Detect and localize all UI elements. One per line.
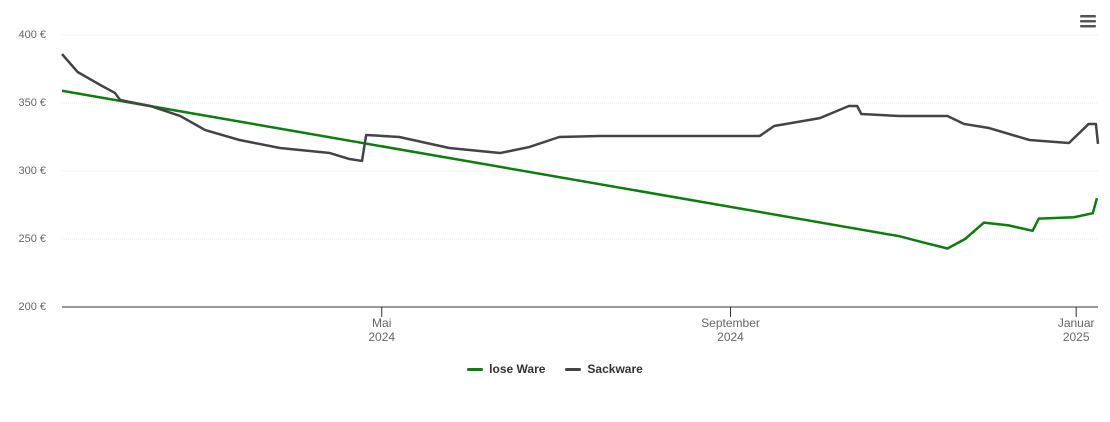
legend-label: lose Ware [489, 362, 546, 376]
y-tick-label: 300 € [18, 165, 46, 177]
legend-swatch [565, 367, 582, 371]
legend-item[interactable]: Sackware [565, 362, 643, 376]
y-tick-label: 200 € [18, 301, 46, 313]
x-tick-label: Januar 2025 [1057, 316, 1095, 344]
legend: lose Ware Sackware [0, 362, 1110, 376]
series-line [61, 89, 1099, 250]
menu-icon[interactable] [1080, 15, 1096, 28]
x-tick-label: September 2024 [701, 316, 760, 344]
legend-swatch [467, 367, 484, 371]
legend-item[interactable]: lose Ware [467, 362, 545, 376]
x-tick-label: Mai 2024 [368, 316, 396, 344]
y-tick-label: 350 € [18, 97, 46, 109]
y-tick-label: 400 € [18, 29, 46, 41]
y-tick-label: 250 € [18, 233, 46, 245]
series-line [61, 53, 1100, 163]
legend-label: Sackware [587, 362, 643, 376]
